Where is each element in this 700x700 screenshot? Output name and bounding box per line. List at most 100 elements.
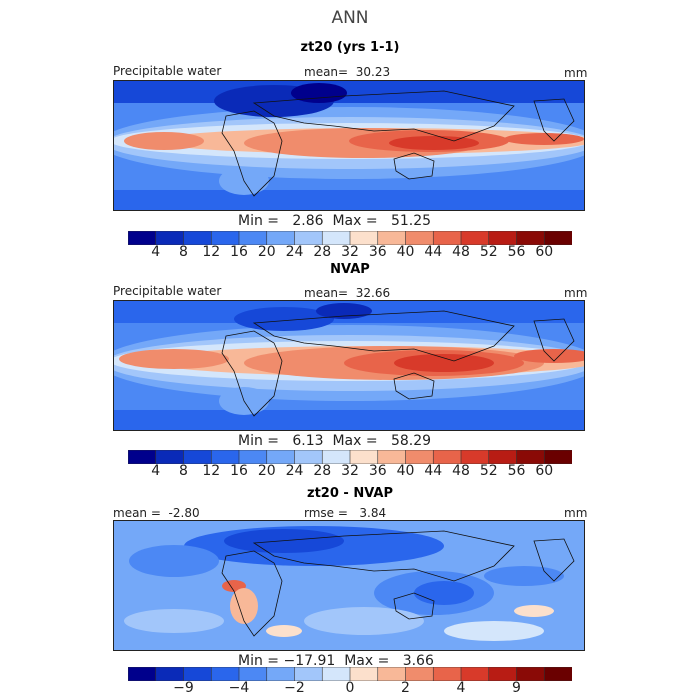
colorbar-swatch	[543, 450, 572, 464]
colorbar-swatch	[405, 450, 435, 464]
panel3-max-label: Max =	[344, 653, 390, 669]
panel1-variable-label: Precipitable water	[113, 64, 222, 78]
panel1-minmax: Min = 2.86 Max = 51.25	[238, 213, 431, 229]
panel2-minmax: Min = 6.13 Max = 58.29	[238, 433, 431, 449]
colorbar-swatch	[377, 450, 407, 464]
panel1-title: zt20 (yrs 1-1)	[300, 40, 400, 55]
colorbar-tick-label: 32	[341, 463, 359, 479]
colorbar-tick-label: 9	[512, 680, 521, 696]
colorbar-swatch	[266, 231, 296, 245]
colorbar-swatch	[543, 667, 572, 681]
colorbar-tick-label: 20	[257, 463, 276, 479]
colorbar-tick-label: 20	[257, 244, 276, 260]
colorbar-swatch	[349, 667, 379, 681]
colorbar-swatch	[128, 450, 157, 464]
colorbar-swatch	[128, 667, 157, 681]
colorbar-swatch	[294, 450, 324, 464]
colorbar-swatch	[405, 231, 435, 245]
colorbar-swatch	[238, 231, 268, 245]
colorbar-swatch	[405, 667, 435, 681]
panel1-max-label: Max =	[332, 213, 378, 229]
colorbar-swatch	[488, 450, 518, 464]
panel3-mean-value: -2.80	[168, 506, 200, 520]
colorbar-swatch	[349, 231, 379, 245]
panel2-colorbar	[128, 450, 572, 464]
colorbar-tick-label: 36	[368, 244, 387, 260]
colorbar-tick-label: 44	[424, 463, 443, 479]
colorbar-swatch	[432, 231, 462, 245]
colorbar-tick-label: 4	[151, 463, 161, 479]
colorbar-swatch	[210, 667, 240, 681]
panel3-rmse-label: rmse =	[304, 506, 348, 520]
colorbar-tick-label: 28	[313, 244, 332, 260]
colorbar-swatch	[321, 667, 351, 681]
panel1-map	[113, 80, 585, 211]
colorbar-tick-label: −9	[173, 680, 194, 696]
colorbar-swatch	[377, 667, 407, 681]
colorbar-swatch	[516, 450, 546, 464]
colorbar-swatch	[238, 667, 268, 681]
colorbar-tick-label: 48	[452, 463, 470, 479]
panel1-mean-label: mean=	[304, 65, 349, 79]
panel1-min-label: Min =	[238, 213, 280, 229]
panel1-min-value: 2.86	[292, 213, 324, 229]
panel3-map-svg	[114, 521, 584, 650]
colorbar-swatch	[460, 231, 490, 245]
colorbar-tick-label: 60	[535, 244, 554, 260]
panel3-rmse: rmse = 3.84	[304, 506, 386, 520]
colorbar-swatch	[294, 667, 324, 681]
colorbar-swatch	[155, 231, 185, 245]
colorbar-tick-label: 16	[230, 463, 248, 479]
colorbar-swatch	[488, 231, 518, 245]
colorbar-swatch	[155, 450, 185, 464]
colorbar-swatch	[349, 450, 379, 464]
colorbar-tick-label: 60	[535, 463, 554, 479]
colorbar-tick-label: 4	[151, 244, 161, 260]
panel3-rmse-value: 3.84	[359, 506, 387, 520]
panel2-units: mm	[564, 286, 588, 300]
colorbar-swatch	[543, 231, 572, 245]
colorbar-tick-label: 32	[341, 244, 359, 260]
panel2-variable-label: Precipitable water	[113, 284, 222, 298]
panel3-mean: mean = -2.80	[113, 506, 200, 520]
panel2-map	[113, 300, 585, 431]
panel3-max-value: 3.66	[402, 653, 434, 669]
panel1-mean-value: 30.23	[355, 65, 391, 79]
colorbar-tick-label: 2	[401, 680, 410, 696]
colorbar-swatch	[210, 231, 240, 245]
panel3-map	[113, 520, 585, 651]
panel2-title: NVAP	[330, 262, 370, 277]
panel3-min-value: −17.91	[283, 653, 336, 669]
panel3-colorbar	[128, 667, 572, 681]
colorbar-swatch	[128, 231, 157, 245]
panel3-title: zt20 - NVAP	[307, 486, 393, 501]
colorbar-swatch	[183, 667, 213, 681]
colorbar-swatch	[432, 667, 462, 681]
colorbar-tick-label: 8	[179, 244, 188, 260]
colorbar-swatch	[321, 231, 351, 245]
panel1-map-svg	[114, 81, 584, 210]
colorbar-tick-label: 12	[202, 463, 221, 479]
colorbar-tick-label: 24	[285, 463, 304, 479]
colorbar-tick-label: 24	[285, 244, 304, 260]
colorbar-swatch	[183, 231, 213, 245]
panel3-min-label: Min =	[238, 653, 280, 669]
colorbar-tick-label: 16	[230, 244, 248, 260]
colorbar-tick-label: 8	[179, 463, 188, 479]
colorbar-swatch	[377, 231, 407, 245]
colorbar-swatch	[516, 231, 546, 245]
colorbar-tick-label: 12	[202, 244, 221, 260]
colorbar-tick-label: 28	[313, 463, 332, 479]
colorbar-swatch	[155, 667, 185, 681]
colorbar-swatch	[488, 667, 518, 681]
colorbar-swatch	[238, 450, 268, 464]
panel3-minmax: Min = −17.91 Max = 3.66	[238, 653, 434, 669]
colorbar-tick-label: 52	[479, 463, 498, 479]
panel2-map-svg	[114, 301, 584, 430]
colorbar-swatch	[210, 450, 240, 464]
colorbar-tick-label: −2	[284, 680, 305, 696]
figure-title: ANN	[331, 8, 369, 28]
colorbar-swatch	[460, 667, 490, 681]
panel2-mean: mean= 32.66	[304, 286, 390, 300]
colorbar-tick-label: 44	[424, 244, 443, 260]
